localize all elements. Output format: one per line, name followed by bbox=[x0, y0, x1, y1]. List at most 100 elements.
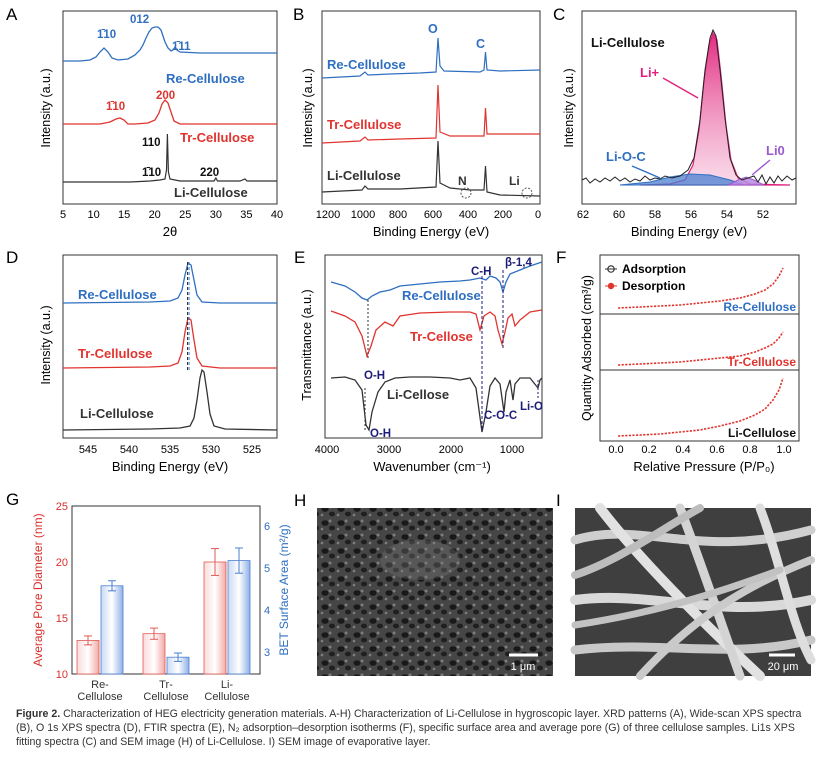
panel-a: A Intensity (a.u.) 5 10 15 20 25 30 35 4… bbox=[6, 5, 283, 239]
panel-h-sem-image bbox=[317, 508, 553, 676]
svg-text:60: 60 bbox=[613, 209, 625, 221]
bar-pore-re-cellulose bbox=[76, 640, 100, 675]
svg-text:10: 10 bbox=[87, 209, 99, 221]
panel-a-label-li: Li-Cellulose bbox=[174, 185, 248, 200]
panel-b-xticks: 1200 1000 800 600 400 200 0 bbox=[316, 209, 541, 221]
panel-b-curve-li bbox=[321, 140, 541, 197]
panel-e: E Transmittance (a.u.) 4000 3000 2000 10… bbox=[294, 248, 543, 474]
panel-h-sem-shade bbox=[317, 508, 553, 676]
svg-text:600: 600 bbox=[424, 209, 442, 221]
svg-text:5: 5 bbox=[264, 563, 270, 575]
panel-g-yticks-left: 10 15 20 25 bbox=[56, 501, 68, 681]
svg-text:Cellulose: Cellulose bbox=[204, 691, 249, 703]
svg-text:10: 10 bbox=[56, 669, 68, 681]
panel-c-raw-data bbox=[581, 28, 797, 186]
svg-text:Cellulose: Cellulose bbox=[77, 691, 122, 703]
panel-a-curve-li bbox=[63, 133, 277, 183]
panel-g-ylabel-right: BET Surface Area (m²/g) bbox=[277, 524, 291, 655]
panel-e-label-li: Li-Cellose bbox=[387, 387, 449, 402]
panel-h: H 1 μm bbox=[294, 491, 553, 676]
panel-f-label-re: Re-Cellulose bbox=[723, 300, 796, 314]
svg-text:5: 5 bbox=[60, 209, 66, 221]
panel-e-label-tr: Tr-Cellose bbox=[410, 329, 473, 344]
panel-g-bars bbox=[76, 547, 251, 675]
panel-d-xlabel: Binding Energy (eV) bbox=[112, 459, 228, 474]
panel-c-letter: C bbox=[553, 5, 565, 24]
panel-b-label-o: O bbox=[428, 22, 438, 36]
panel-e-letter: E bbox=[294, 248, 305, 267]
panel-a-letter: A bbox=[6, 5, 18, 24]
panel-g-yticks-right: 3 4 5 6 bbox=[264, 521, 270, 659]
svg-text:3000: 3000 bbox=[377, 444, 401, 456]
panel-a-xticks: 5 10 15 20 25 30 35 40 bbox=[60, 209, 283, 221]
panel-e-label-oh2: O-H bbox=[370, 428, 391, 440]
panel-a-curve-re bbox=[63, 26, 277, 62]
svg-text:400: 400 bbox=[459, 209, 477, 221]
panel-b-circle-n bbox=[460, 187, 472, 199]
panel-f-xlabel: Relative Pressure (P/P₀) bbox=[633, 459, 774, 474]
panel-a-peak-li-2: 1̄10 bbox=[142, 167, 161, 179]
svg-text:1000: 1000 bbox=[500, 444, 524, 456]
panel-d-ylabel: Intensity (a.u.) bbox=[39, 305, 53, 384]
panel-d-letter: D bbox=[6, 248, 18, 267]
bar-bet-re-cellulose bbox=[100, 585, 124, 675]
panel-b-circle-li bbox=[521, 187, 533, 199]
svg-text:40: 40 bbox=[271, 209, 283, 221]
panel-a-label-tr: Tr-Cellulose bbox=[180, 130, 254, 145]
svg-text:15: 15 bbox=[56, 613, 68, 625]
panel-g: G Average Pore Diameter (nm) BET Surface… bbox=[6, 490, 291, 703]
panel-e-xlabel: Wavenumber (cm⁻¹) bbox=[373, 459, 491, 474]
panel-c-xticks: 62 60 58 56 54 52 bbox=[577, 209, 769, 221]
caption-text: Characterization of HEG electricity gene… bbox=[16, 708, 802, 749]
panel-f-iso-li bbox=[617, 377, 784, 437]
svg-text:530: 530 bbox=[202, 444, 220, 456]
panel-i-scalebar-label: 20 μm bbox=[768, 661, 799, 673]
panel-f-iso-re bbox=[617, 267, 784, 309]
panel-d-label-tr: Tr-Cellulose bbox=[78, 346, 152, 361]
panel-d-curve-li bbox=[62, 368, 278, 431]
panel-b-curve-tr bbox=[321, 84, 540, 144]
panel-a-ylabel: Intensity (a.u.) bbox=[39, 68, 53, 147]
panel-a-peak-li-1: 110 bbox=[142, 137, 161, 149]
panel-b-curve-re bbox=[321, 37, 541, 79]
panel-f-iso-tr bbox=[617, 331, 784, 366]
panel-h-sem-highlight bbox=[380, 540, 460, 580]
svg-text:0.6: 0.6 bbox=[709, 444, 724, 456]
panel-d-label-li: Li-Cellulose bbox=[80, 406, 154, 421]
panel-c: C Intensity (a.u.) 62 60 58 56 54 52 Bin… bbox=[553, 5, 797, 239]
svg-text:535: 535 bbox=[161, 444, 179, 456]
panel-e-curve-li bbox=[330, 376, 543, 433]
panel-a-frame bbox=[62, 10, 278, 205]
panel-c-label-li-o-c: Li-O-C bbox=[606, 149, 646, 164]
svg-text:6: 6 bbox=[264, 521, 270, 533]
svg-text:545: 545 bbox=[79, 444, 97, 456]
panel-g-frame bbox=[71, 505, 261, 675]
panel-c-xlabel: Binding Energy (eV) bbox=[631, 224, 747, 239]
bar-bet-li-cellulose bbox=[227, 560, 251, 675]
panel-f: F Quantity Adsorbed (cm³/g) 0.0 0.2 0.4 … bbox=[556, 248, 800, 474]
panel-c-title: Li-Cellulose bbox=[591, 35, 665, 50]
panel-c-label-li-plus: Li+ bbox=[640, 65, 660, 80]
panel-a-peak-re-2: 012 bbox=[130, 14, 149, 26]
panel-b: B Intensity (a.u.) 1200 1000 800 600 400… bbox=[293, 5, 541, 239]
panel-d-frame bbox=[62, 254, 278, 439]
panel-e-ylabel: Transmittance (a.u.) bbox=[300, 289, 314, 400]
panel-b-label-li-cell: Li-Cellulose bbox=[327, 168, 401, 183]
panel-i-letter: I bbox=[556, 491, 561, 510]
panel-g-letter: G bbox=[6, 490, 19, 509]
svg-text:25: 25 bbox=[56, 501, 68, 513]
bar-pore-li-cellulose bbox=[203, 561, 227, 675]
panel-a-peak-tr-2: 200 bbox=[156, 90, 175, 102]
svg-text:25: 25 bbox=[179, 209, 191, 221]
panel-a-peak-li-3: 220 bbox=[200, 167, 219, 179]
panel-e-frame bbox=[324, 254, 543, 439]
panel-a-label-re: Re-Cellulose bbox=[166, 71, 245, 86]
panel-a-peak-re-1: 1̄10 bbox=[97, 29, 116, 41]
svg-text:1200: 1200 bbox=[316, 209, 340, 221]
svg-text:Re-: Re- bbox=[91, 679, 109, 691]
panel-c-arrow-li-plus bbox=[662, 77, 699, 99]
svg-text:1000: 1000 bbox=[351, 209, 375, 221]
svg-text:62: 62 bbox=[577, 209, 589, 221]
svg-text:54: 54 bbox=[721, 209, 733, 221]
svg-text:0.4: 0.4 bbox=[675, 444, 690, 456]
